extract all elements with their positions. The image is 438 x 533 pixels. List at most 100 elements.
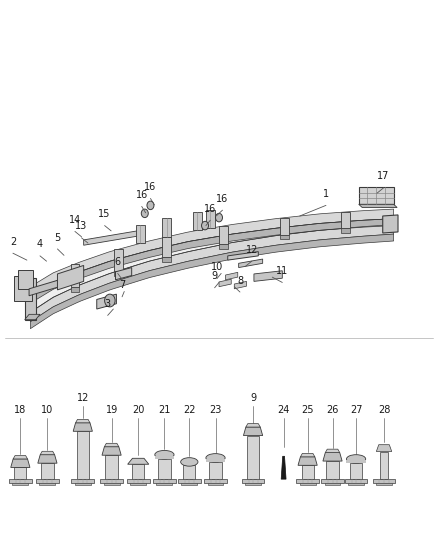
Text: 21: 21 bbox=[158, 405, 171, 415]
Polygon shape bbox=[9, 479, 32, 483]
Text: 9: 9 bbox=[212, 271, 218, 281]
Polygon shape bbox=[178, 479, 201, 483]
Polygon shape bbox=[12, 483, 28, 484]
Circle shape bbox=[141, 209, 148, 217]
Circle shape bbox=[147, 201, 154, 209]
Polygon shape bbox=[219, 245, 228, 249]
Polygon shape bbox=[162, 237, 171, 257]
Polygon shape bbox=[100, 479, 123, 483]
Text: 25: 25 bbox=[301, 405, 314, 415]
Text: 12: 12 bbox=[77, 393, 89, 403]
Polygon shape bbox=[244, 427, 263, 435]
Polygon shape bbox=[239, 259, 263, 268]
Ellipse shape bbox=[155, 450, 174, 459]
Polygon shape bbox=[41, 463, 53, 479]
Polygon shape bbox=[281, 456, 286, 479]
Polygon shape bbox=[116, 268, 132, 280]
Polygon shape bbox=[25, 278, 35, 320]
Text: 3: 3 bbox=[105, 299, 111, 309]
Polygon shape bbox=[219, 279, 231, 287]
Text: 2: 2 bbox=[10, 237, 16, 247]
Polygon shape bbox=[296, 479, 319, 483]
Polygon shape bbox=[245, 483, 261, 484]
Polygon shape bbox=[57, 265, 84, 290]
Polygon shape bbox=[18, 270, 33, 289]
Text: 10: 10 bbox=[211, 262, 223, 272]
Polygon shape bbox=[219, 226, 228, 245]
Polygon shape bbox=[71, 479, 94, 483]
Polygon shape bbox=[206, 209, 215, 228]
Text: 12: 12 bbox=[246, 245, 258, 255]
Ellipse shape bbox=[346, 455, 366, 463]
Polygon shape bbox=[373, 479, 396, 483]
Polygon shape bbox=[341, 228, 350, 233]
Polygon shape bbox=[76, 419, 90, 423]
Polygon shape bbox=[156, 483, 173, 484]
Polygon shape bbox=[38, 455, 57, 463]
Text: 19: 19 bbox=[106, 405, 118, 415]
Text: 15: 15 bbox=[99, 209, 111, 219]
Text: 1: 1 bbox=[323, 189, 329, 199]
Polygon shape bbox=[325, 483, 340, 484]
Polygon shape bbox=[226, 272, 238, 280]
Polygon shape bbox=[359, 204, 397, 207]
Polygon shape bbox=[25, 314, 40, 320]
Text: 16: 16 bbox=[145, 182, 156, 192]
Polygon shape bbox=[30, 219, 394, 303]
Polygon shape bbox=[181, 483, 197, 484]
Polygon shape bbox=[14, 467, 26, 479]
Ellipse shape bbox=[206, 454, 225, 462]
Text: 22: 22 bbox=[183, 405, 195, 415]
Polygon shape bbox=[127, 458, 149, 464]
Text: 11: 11 bbox=[276, 266, 289, 276]
Polygon shape bbox=[341, 212, 350, 228]
Text: 16: 16 bbox=[136, 190, 148, 200]
Polygon shape bbox=[39, 483, 55, 484]
Polygon shape bbox=[114, 271, 123, 276]
Polygon shape bbox=[75, 483, 91, 484]
Text: 9: 9 bbox=[250, 393, 256, 403]
Polygon shape bbox=[321, 479, 344, 483]
Text: 28: 28 bbox=[378, 405, 390, 415]
Polygon shape bbox=[114, 249, 123, 271]
Polygon shape bbox=[345, 479, 367, 483]
Polygon shape bbox=[104, 443, 119, 447]
Text: 18: 18 bbox=[14, 405, 26, 415]
Polygon shape bbox=[162, 257, 171, 262]
Polygon shape bbox=[102, 447, 121, 455]
Polygon shape bbox=[136, 225, 145, 244]
Polygon shape bbox=[13, 456, 28, 459]
Polygon shape bbox=[162, 219, 171, 237]
Text: 24: 24 bbox=[277, 405, 290, 415]
Ellipse shape bbox=[180, 458, 198, 466]
Polygon shape bbox=[132, 464, 145, 479]
Polygon shape bbox=[97, 294, 117, 309]
Polygon shape bbox=[30, 234, 394, 329]
Polygon shape bbox=[106, 455, 118, 479]
Polygon shape bbox=[30, 224, 394, 322]
Text: 4: 4 bbox=[37, 239, 43, 249]
Text: 6: 6 bbox=[115, 257, 121, 267]
Polygon shape bbox=[301, 465, 314, 479]
Polygon shape bbox=[40, 451, 55, 455]
Polygon shape bbox=[280, 235, 289, 239]
Polygon shape bbox=[247, 435, 259, 479]
Polygon shape bbox=[206, 459, 225, 462]
Text: 7: 7 bbox=[119, 280, 125, 290]
Polygon shape bbox=[104, 483, 120, 484]
Polygon shape bbox=[234, 281, 247, 289]
Polygon shape bbox=[14, 276, 32, 301]
Text: 5: 5 bbox=[54, 232, 60, 243]
Polygon shape bbox=[29, 274, 77, 296]
Polygon shape bbox=[325, 449, 340, 453]
Polygon shape bbox=[155, 456, 174, 459]
Text: 16: 16 bbox=[204, 204, 216, 214]
Text: 26: 26 bbox=[326, 405, 339, 415]
Polygon shape bbox=[280, 217, 289, 235]
Polygon shape bbox=[346, 460, 366, 463]
Text: 17: 17 bbox=[378, 172, 390, 181]
Text: 10: 10 bbox=[41, 405, 53, 415]
Polygon shape bbox=[242, 479, 265, 483]
Polygon shape bbox=[84, 230, 141, 245]
Text: 27: 27 bbox=[350, 405, 362, 415]
